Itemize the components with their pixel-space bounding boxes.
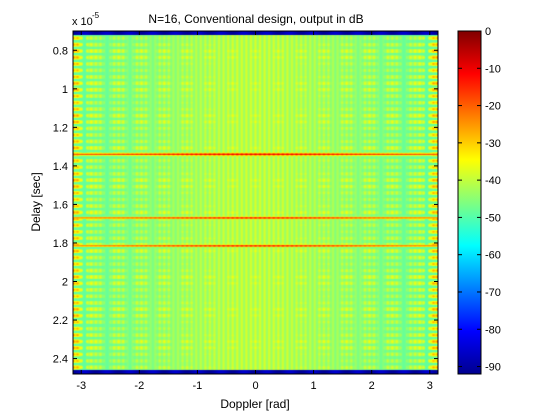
colorbar-tick-label: -90 bbox=[485, 362, 501, 374]
x-tick-label: 0 bbox=[252, 380, 258, 392]
y-tick-label: 1.8 bbox=[53, 238, 68, 250]
y-multiplier-exponent: -5 bbox=[92, 11, 100, 20]
x-tick-label: -3 bbox=[76, 380, 86, 392]
colorbar-tick-label: -80 bbox=[485, 324, 501, 336]
colorbar-tick-label: -40 bbox=[485, 175, 501, 187]
colorbar-tick-label: -70 bbox=[485, 287, 501, 299]
heatmap-image bbox=[73, 31, 438, 374]
colorbar-tick-label: -10 bbox=[485, 63, 501, 75]
x-tick-label: 2 bbox=[369, 380, 375, 392]
x-tick-label: -1 bbox=[193, 380, 203, 392]
x-tick-label: 3 bbox=[427, 380, 433, 392]
x-axis-label: Doppler [rad] bbox=[220, 397, 289, 411]
chart-title: N=16, Conventional design, output in dB bbox=[148, 12, 363, 26]
y-tick-label: 1.4 bbox=[53, 161, 68, 173]
y-tick-label: 2.2 bbox=[53, 315, 68, 327]
y-multiplier: x 10 -5 bbox=[72, 11, 100, 28]
y-multiplier-label: x 10 bbox=[72, 16, 93, 28]
x-tick-label: -2 bbox=[134, 380, 144, 392]
colorbar-tick-label: -30 bbox=[485, 138, 501, 150]
colorbar-tick-label: -60 bbox=[485, 250, 501, 262]
y-tick-label: 2 bbox=[62, 277, 68, 289]
colorbar bbox=[457, 30, 482, 375]
colorbar-tick-label: -20 bbox=[485, 101, 501, 113]
y-tick-label: 2.4 bbox=[53, 354, 68, 366]
y-tick-label: 1 bbox=[62, 84, 68, 96]
colorbar-ticks: 0 -10 -20 -30 -40 -50 -60 -70 -80 -90 bbox=[458, 26, 501, 374]
y-axis-ticks: 0.8 1 1.2 1.4 1.6 1.8 2 2.2 2.4 bbox=[53, 45, 438, 366]
x-axis-ticks: -3 -2 -1 0 1 2 3 bbox=[76, 31, 433, 392]
colorbar-tick-label: 0 bbox=[485, 26, 491, 38]
colorbar-tick-label: -50 bbox=[485, 212, 501, 224]
y-tick-label: 0.8 bbox=[53, 45, 68, 57]
y-tick-label: 1.6 bbox=[53, 199, 68, 211]
x-tick-label: 1 bbox=[311, 380, 317, 392]
y-axis-label: Delay [sec] bbox=[29, 172, 43, 231]
y-tick-label: 1.2 bbox=[53, 122, 68, 134]
